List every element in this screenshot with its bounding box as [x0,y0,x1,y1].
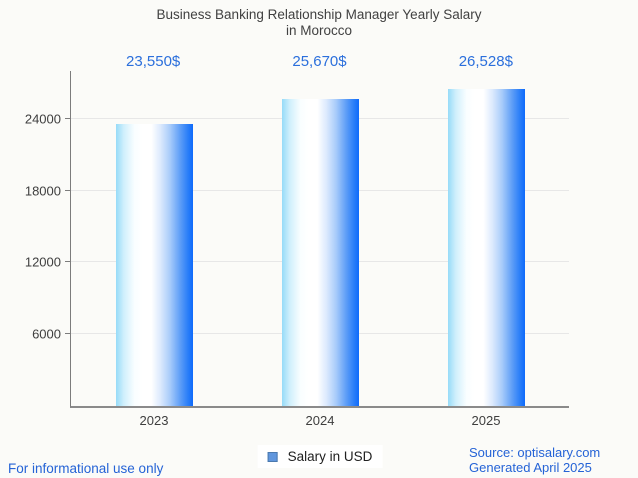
legend: Salary in USD [257,445,383,468]
y-axis-tick [65,189,71,191]
x-axis-label-2025: 2025 [471,413,501,428]
bar-slot [71,71,237,406]
bar-2025[interactable] [447,88,525,406]
source-link[interactable]: Source: optisalary.com [469,445,601,460]
x-axis-labels-row: 2023 2024 2025 [71,413,569,428]
y-axis-tick-label: 12000 [24,254,61,270]
x-axis-label-2024: 2024 [305,413,335,428]
plot-area: 2023 2024 2025 6000 12000 18000 24000 [25,71,569,428]
chart-title: Business Banking Relationship Manager Ye… [156,7,482,38]
y-axis-tick [65,261,71,263]
value-label-2023: 23,550$ [126,53,181,70]
y-axis-tick-label: 24000 [24,111,61,127]
y-axis-tick-label: 18000 [24,183,61,199]
y-axis-tick-label: 6000 [32,326,61,342]
x-axis-label-2023: 2023 [139,413,169,428]
bar-2024[interactable] [281,98,359,406]
footer-note: For informational use only [8,461,164,476]
value-labels-row: 23,550$ 25,670$ 26,528$ [70,53,569,71]
bars-row [71,71,569,406]
legend-marker-icon [267,451,278,462]
value-label-2024: 25,670$ [292,53,347,70]
bar-slot [237,71,403,406]
y-axis-tick [65,117,71,119]
value-label-2025: 26,528$ [458,53,513,70]
bar-2023[interactable] [115,124,193,406]
legend-label: Salary in USD [287,449,373,464]
y-axis-tick [65,333,71,335]
footer-source-block: Source: optisalary.com Generated April 2… [469,445,600,475]
bar-slot [403,71,569,406]
generated-date: Generated April 2025 [469,460,592,475]
